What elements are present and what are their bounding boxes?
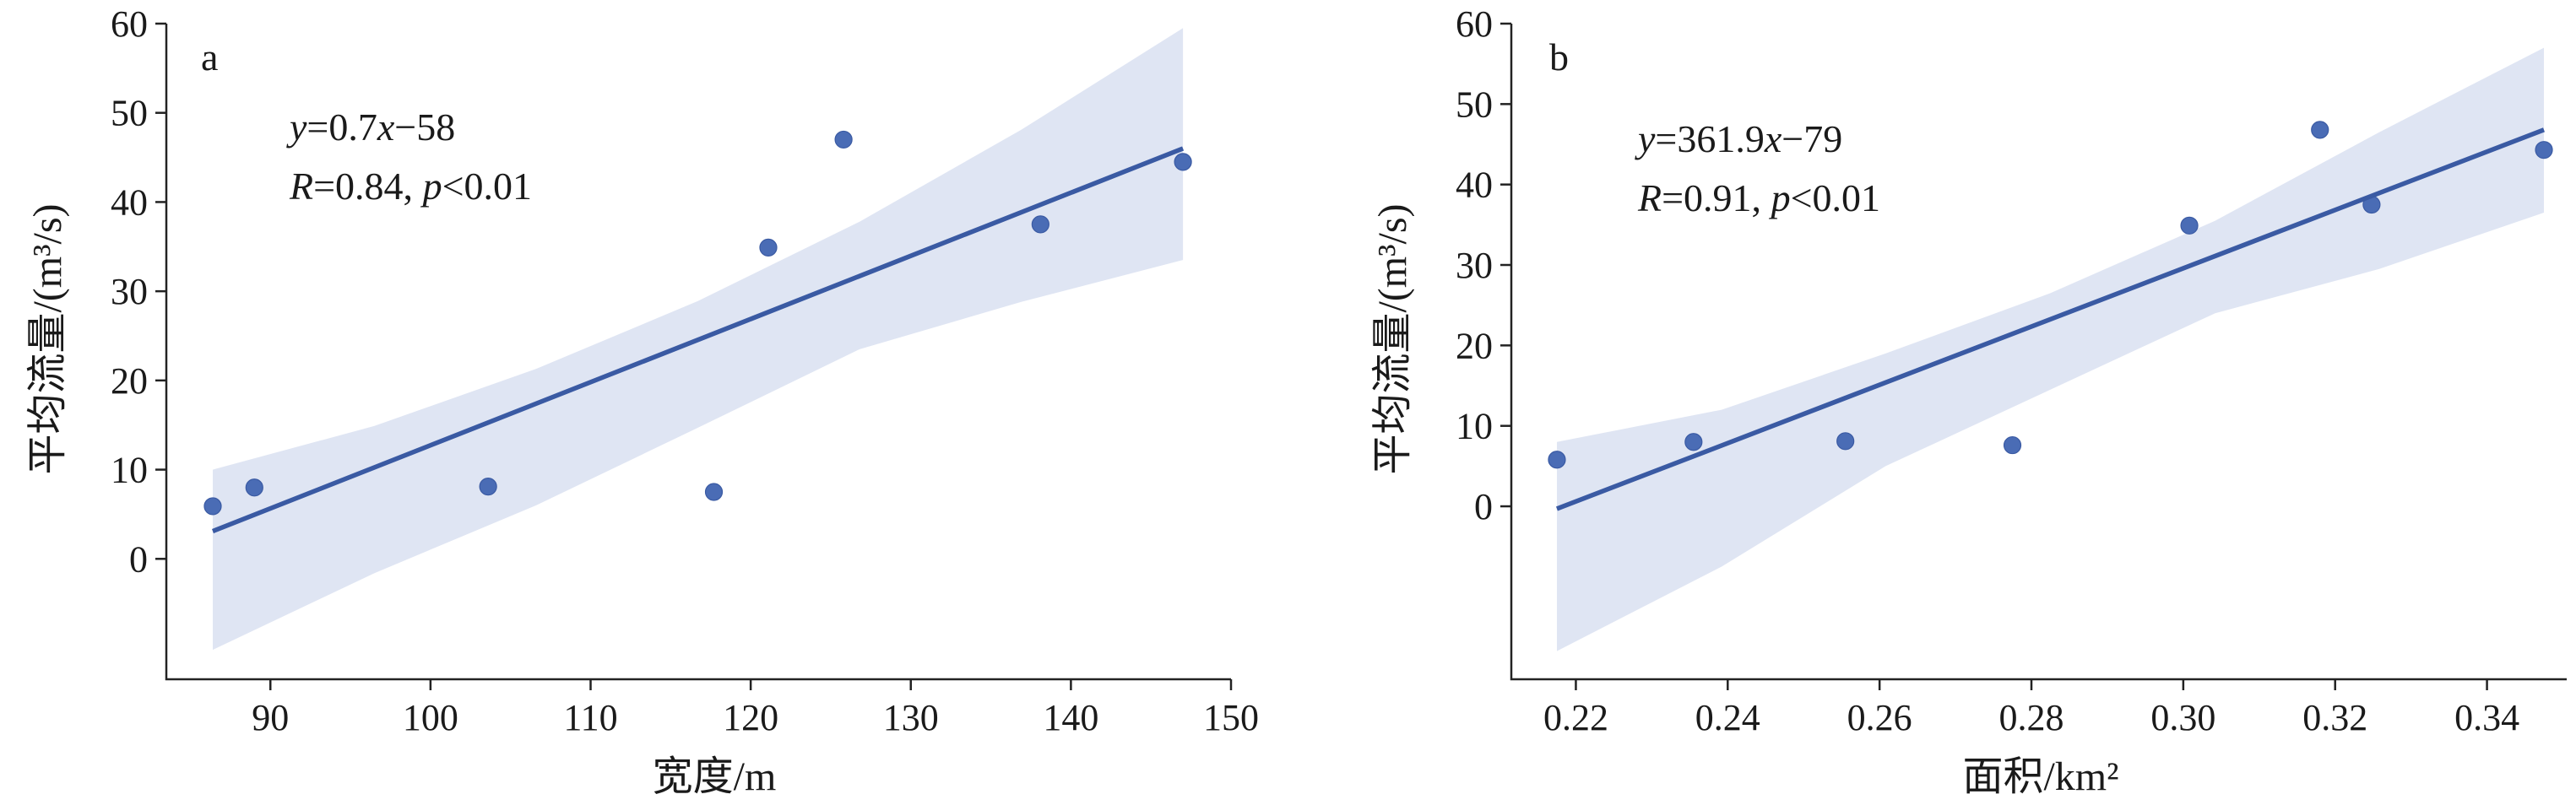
panel-a-x-ticks: 90 100 110 120 130 140 150 <box>252 679 1259 738</box>
panel-a-y-tick-label: 10 <box>111 450 148 491</box>
panel-b-confidence-band <box>1557 47 2544 651</box>
panel-b-points <box>1548 121 2553 469</box>
panel-a-equation: y=0.7x−58 <box>286 105 455 149</box>
panel-a-data-point-8 <box>1174 153 1192 171</box>
panel-b-y-tick-label: 0 <box>1474 486 1493 527</box>
panel-b-x-tick-label: 0.26 <box>1847 697 1912 738</box>
panel-b-y-tick-label: 10 <box>1456 406 1493 447</box>
panel-a-y-tick-label: 40 <box>111 181 148 223</box>
panel-a-data-point-2 <box>245 478 263 497</box>
panel-b-data-point-8 <box>2535 141 2553 159</box>
panel-b-x-tick-label: 0.24 <box>1695 697 1760 738</box>
panel-a-stats: R=0.84, p<0.01 <box>289 165 532 208</box>
panel-b-y-tick-label: 50 <box>1456 84 1493 125</box>
panel-a-chart: 90 100 110 120 130 140 150 0 10 20 30 40 50 60 a y=0… <box>25 3 1259 799</box>
panel-a-x-tick-label: 110 <box>563 697 617 738</box>
panel-b-stats: R=0.91, p<0.01 <box>1637 176 1880 219</box>
panel-b-data-point-5 <box>2180 216 2199 235</box>
panel-b-axes <box>1510 24 2567 681</box>
panel-a-regression-line <box>211 146 1185 534</box>
panel-a-data-point-4 <box>704 483 724 501</box>
panel-a-letter: a <box>201 35 218 78</box>
panel-a-y-tick-label: 30 <box>111 271 148 312</box>
panel-a-axes <box>165 24 1231 681</box>
panel-b-data-point-3 <box>1836 432 1855 451</box>
panel-b-data-point-6 <box>2311 121 2329 139</box>
panel-a-y-ticks: 0 10 20 30 40 50 60 <box>111 3 166 580</box>
panel-a-x-tick-label: 90 <box>252 697 289 738</box>
panel-b-y-tick-label: 20 <box>1456 325 1493 366</box>
panel-a-points <box>203 130 1192 516</box>
panel-a-data-point-3 <box>479 478 497 496</box>
panel-a-y-axis-label: 平均流量/(m³/s) <box>25 203 70 474</box>
panel-b-x-tick-label: 0.28 <box>1999 697 2064 738</box>
panel-a-x-tick-label: 120 <box>723 697 778 738</box>
panel-a-y-tick-label: 50 <box>111 93 148 134</box>
panel-b-y-tick-label: 60 <box>1456 3 1493 45</box>
panel-b-y-tick-label: 30 <box>1456 245 1493 286</box>
panel-b-data-point-1 <box>1548 451 1566 469</box>
panel-a-y-tick-label: 20 <box>111 360 148 402</box>
panel-b-x-tick-label: 0.32 <box>2302 697 2367 738</box>
panel-b-data-point-2 <box>1684 433 1703 451</box>
panel-a-data-point-1 <box>203 497 222 516</box>
panel-a-data-point-6 <box>834 130 853 149</box>
panel-b-chart: 0.22 0.24 0.26 0.28 0.30 0.32 0.34 0 10 20 30 40 50… <box>1370 3 2567 799</box>
panel-a-x-tick-label: 100 <box>403 697 458 738</box>
panel-b-x-tick-label: 0.30 <box>2150 697 2215 738</box>
panel-a-x-tick-label: 150 <box>1203 697 1259 738</box>
panel-a-y-tick-label: 0 <box>129 538 148 580</box>
panel-b-y-axis-label: 平均流量/(m³/s) <box>1370 203 1415 474</box>
panel-a-x-tick-label: 140 <box>1043 697 1098 738</box>
panel-b-x-tick-label: 0.22 <box>1543 697 1608 738</box>
panel-b-x-axis-label: 面积/km² <box>1962 754 2118 799</box>
panel-b-x-ticks: 0.22 0.24 0.26 0.28 0.30 0.32 0.34 <box>1543 679 2519 738</box>
panel-b-y-tick-label: 40 <box>1456 165 1493 206</box>
panel-b-x-tick-label: 0.34 <box>2454 697 2519 738</box>
panel-a-y-tick-label: 60 <box>111 3 148 45</box>
panel-a-data-point-5 <box>759 238 778 257</box>
panel-b-y-ticks: 0 10 20 30 40 50 60 <box>1456 3 1511 527</box>
panel-b-letter: b <box>1549 35 1569 78</box>
panel-b-equation: y=361.9x−79 <box>1635 117 1842 160</box>
panel-a-data-point-7 <box>1031 215 1049 234</box>
panel-b-data-point-4 <box>2003 435 2022 455</box>
panel-b-regression-line <box>1555 127 2546 511</box>
panel-a-x-tick-label: 130 <box>883 697 939 738</box>
panel-a-x-axis-label: 宽度/m <box>653 754 777 799</box>
